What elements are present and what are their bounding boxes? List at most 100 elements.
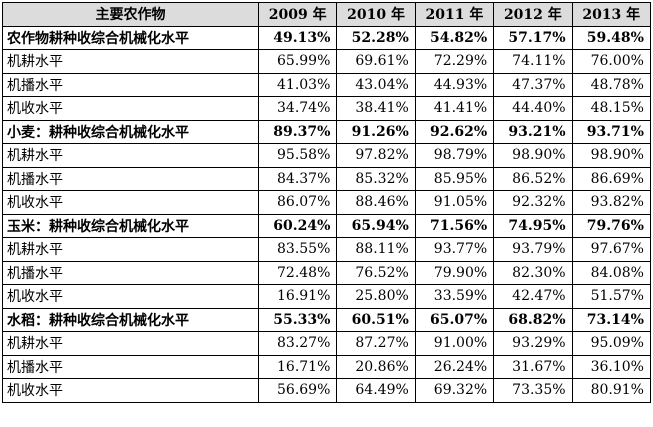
table-row-group: 小麦：耕种收综合机械化水平 89.37% 91.26% 92.62% 93.21% 93.… bbox=[2, 119, 651, 144]
table-row: 机收水平 56.69% 64.49% 69.32% 73.35% 80.91% bbox=[2, 378, 651, 403]
cell-value: 92.32% bbox=[493, 190, 573, 215]
cell-value: 68.82% bbox=[493, 307, 573, 332]
table-row: 机耕水平 95.58% 97.82% 98.79% 98.90% 98.90% bbox=[2, 143, 651, 168]
row-label: 机耕水平 bbox=[2, 237, 259, 262]
table-row: 机耕水平 83.55% 88.11% 93.77% 93.79% 97.67% bbox=[2, 237, 651, 262]
cell-value: 93.82% bbox=[571, 190, 651, 215]
cell-value: 85.95% bbox=[414, 166, 495, 191]
table-row: 机播水平 84.37% 85.32% 85.95% 86.52% 86.69% bbox=[2, 166, 651, 191]
table-row: 机收水平 34.74% 38.41% 41.41% 44.40% 48.15% bbox=[2, 96, 651, 121]
cell-value: 84.37% bbox=[257, 166, 338, 191]
cell-value: 97.82% bbox=[336, 143, 416, 168]
row-label: 机收水平 bbox=[2, 284, 259, 309]
cell-value: 82.30% bbox=[493, 260, 573, 285]
cell-value: 65.94% bbox=[336, 213, 416, 238]
row-label: 机播水平 bbox=[2, 72, 259, 97]
cell-value: 80.91% bbox=[571, 378, 651, 403]
cell-value: 38.41% bbox=[336, 96, 416, 121]
cell-value: 55.33% bbox=[257, 307, 338, 332]
row-label: 机播水平 bbox=[2, 166, 259, 191]
cell-value: 57.17% bbox=[493, 25, 573, 50]
row-label: 机耕水平 bbox=[2, 49, 259, 74]
header-year-2009: 2009 年 bbox=[257, 2, 338, 27]
cell-value: 74.95% bbox=[493, 213, 573, 238]
cell-value: 36.10% bbox=[571, 354, 651, 379]
table-row-group: 玉米：耕种收综合机械化水平 60.24% 65.94% 71.56% 74.95% 79.… bbox=[2, 213, 651, 238]
cell-value: 49.13% bbox=[257, 25, 338, 50]
cell-value: 72.29% bbox=[414, 49, 495, 74]
cell-value: 79.76% bbox=[571, 213, 651, 238]
cell-value: 91.26% bbox=[336, 119, 416, 144]
table-row-group: 农作物耕种收综合机械化水平 49.13% 52.28% 54.82% 57.17% 59.… bbox=[2, 25, 651, 50]
cell-value: 48.15% bbox=[571, 96, 651, 121]
cell-value: 91.05% bbox=[414, 190, 495, 215]
header-row: 主要农作物 2009 年 2010 年 2011 年 2012 年 2013 年 bbox=[2, 2, 651, 27]
cell-value: 73.35% bbox=[493, 378, 573, 403]
cell-value: 93.77% bbox=[414, 237, 495, 262]
cell-value: 87.27% bbox=[336, 331, 416, 356]
cell-value: 72.48% bbox=[257, 260, 338, 285]
header-year-2013: 2013 年 bbox=[571, 2, 651, 27]
cell-value: 43.04% bbox=[336, 72, 416, 97]
cell-value: 97.67% bbox=[571, 237, 651, 262]
cell-value: 64.49% bbox=[336, 378, 416, 403]
cell-value: 20.86% bbox=[336, 354, 416, 379]
cell-value: 83.55% bbox=[257, 237, 338, 262]
cell-value: 69.32% bbox=[414, 378, 495, 403]
table-row: 机收水平 16.91% 25.80% 33.59% 42.47% 51.57% bbox=[2, 284, 651, 309]
cell-value: 31.67% bbox=[493, 354, 573, 379]
table-row: 机播水平 72.48% 76.52% 79.90% 82.30% 84.08% bbox=[2, 260, 651, 285]
cell-value: 33.59% bbox=[414, 284, 495, 309]
cell-value: 73.14% bbox=[571, 307, 651, 332]
cell-value: 95.58% bbox=[257, 143, 338, 168]
cell-value: 44.40% bbox=[493, 96, 573, 121]
row-label: 农作物耕种收综合机械化水平 bbox=[2, 25, 259, 50]
cell-value: 42.47% bbox=[493, 284, 573, 309]
cell-value: 59.48% bbox=[571, 25, 651, 50]
cell-value: 74.11% bbox=[493, 49, 573, 74]
cell-value: 89.37% bbox=[257, 119, 338, 144]
table-row-group: 水稻：耕种收综合机械化水平 55.33% 60.51% 65.07% 68.82% 73.… bbox=[2, 307, 651, 332]
row-label: 机收水平 bbox=[2, 190, 259, 215]
table-row: 机耕水平 83.27% 87.27% 91.00% 93.29% 95.09% bbox=[2, 331, 651, 356]
cell-value: 65.99% bbox=[257, 49, 338, 74]
table-row: 机耕水平 65.99% 69.61% 72.29% 74.11% 76.00% bbox=[2, 49, 651, 74]
cell-value: 76.52% bbox=[336, 260, 416, 285]
mechanization-table: 主要农作物 2009 年 2010 年 2011 年 2012 年 2013 年… bbox=[2, 2, 651, 403]
cell-value: 54.82% bbox=[414, 25, 495, 50]
cell-value: 56.69% bbox=[257, 378, 338, 403]
cell-value: 48.78% bbox=[571, 72, 651, 97]
row-label: 小麦：耕种收综合机械化水平 bbox=[2, 119, 259, 144]
row-label: 水稻：耕种收综合机械化水平 bbox=[2, 307, 259, 332]
header-year-2010: 2010 年 bbox=[336, 2, 416, 27]
cell-value: 16.91% bbox=[257, 284, 338, 309]
row-label: 机耕水平 bbox=[2, 331, 259, 356]
cell-value: 51.57% bbox=[571, 284, 651, 309]
table-header: 主要农作物 2009 年 2010 年 2011 年 2012 年 2013 年 bbox=[2, 2, 651, 27]
cell-value: 91.00% bbox=[414, 331, 495, 356]
table-row: 机播水平 41.03% 43.04% 44.93% 47.37% 48.78% bbox=[2, 72, 651, 97]
cell-value: 76.00% bbox=[571, 49, 651, 74]
cell-value: 16.71% bbox=[257, 354, 338, 379]
cell-value: 65.07% bbox=[414, 307, 495, 332]
cell-value: 26.24% bbox=[414, 354, 495, 379]
row-label: 机播水平 bbox=[2, 260, 259, 285]
cell-value: 34.74% bbox=[257, 96, 338, 121]
cell-value: 71.56% bbox=[414, 213, 495, 238]
cell-value: 44.93% bbox=[414, 72, 495, 97]
cell-value: 98.79% bbox=[414, 143, 495, 168]
row-label: 机收水平 bbox=[2, 96, 259, 121]
table-row: 机收水平 86.07% 88.46% 91.05% 92.32% 93.82% bbox=[2, 190, 651, 215]
cell-value: 60.51% bbox=[336, 307, 416, 332]
cell-value: 41.41% bbox=[414, 96, 495, 121]
row-label: 机收水平 bbox=[2, 378, 259, 403]
cell-value: 41.03% bbox=[257, 72, 338, 97]
table-body: 农作物耕种收综合机械化水平 49.13% 52.28% 54.82% 57.17% 59.… bbox=[2, 25, 651, 403]
row-label: 机播水平 bbox=[2, 354, 259, 379]
cell-value: 93.71% bbox=[571, 119, 651, 144]
cell-value: 84.08% bbox=[571, 260, 651, 285]
row-label: 玉米：耕种收综合机械化水平 bbox=[2, 213, 259, 238]
cell-value: 47.37% bbox=[493, 72, 573, 97]
header-year-2012: 2012 年 bbox=[493, 2, 573, 27]
cell-value: 25.80% bbox=[336, 284, 416, 309]
